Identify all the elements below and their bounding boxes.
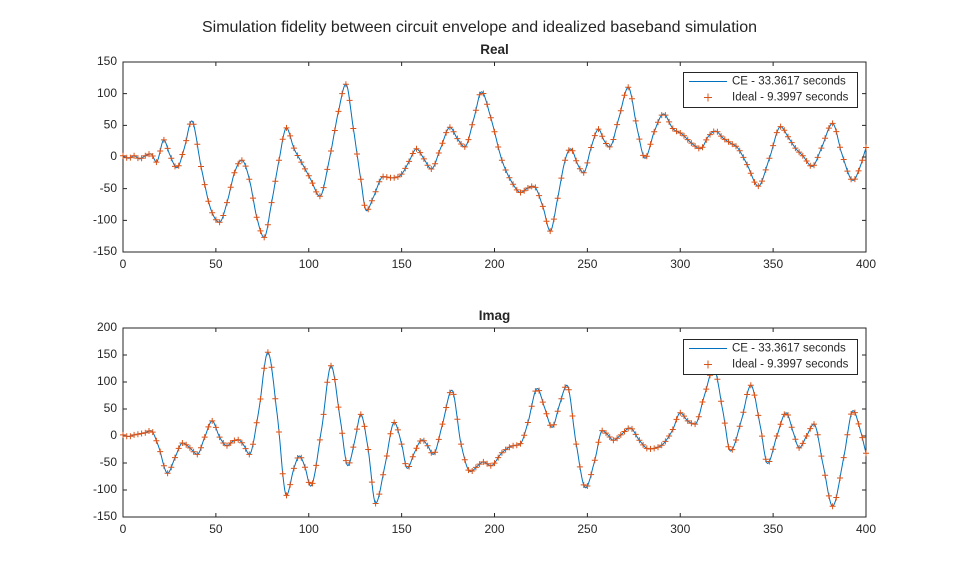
imag-x-tick-label: 400 [856, 522, 876, 536]
imag-y-tick-label: -50 [100, 455, 118, 469]
real-legend-box [683, 72, 858, 108]
imag-x-tick-label: 0 [120, 522, 127, 536]
real-x-tick-label: 300 [670, 257, 690, 271]
legend-plus-marker-sample [704, 360, 712, 369]
legend-label-ce: CE - 33.3617 seconds [732, 343, 846, 355]
imag-subplot: Imag 0 50 100 150 200 250 300 350 400 -150 -100 -50 0… [93, 308, 876, 536]
real-legend: CE - 33.3617 seconds Ideal - 9.3997 secon… [683, 72, 858, 108]
real-y-tick-label: -50 [100, 181, 118, 195]
imag-axes-box [122, 327, 867, 518]
imag-legend: CE - 33.3617 seconds Ideal - 9.3997 secon… [683, 339, 858, 375]
imag-x-tick-label: 300 [670, 522, 690, 536]
imag-y-tick-label: 0 [110, 428, 117, 442]
real-y-tick-label: 50 [104, 118, 118, 132]
real-x-tick-label: 100 [299, 257, 319, 271]
imag-y-tick-label: -150 [93, 509, 117, 523]
imag-y-tick-label: 100 [97, 374, 117, 388]
imag-ideal-markers [120, 349, 869, 510]
imag-y-tick-label: 150 [97, 347, 117, 361]
real-subplot-title: Real [480, 42, 509, 57]
real-x-tick-label: 50 [209, 257, 223, 271]
legend-label-ideal: Ideal - 9.3997 seconds [732, 92, 849, 104]
imag-y-tick-label: 50 [104, 401, 118, 415]
real-x-tick-label: 350 [763, 257, 783, 271]
imag-x-tick-label: 350 [763, 522, 783, 536]
real-y-tick-label: 100 [97, 86, 117, 100]
real-x-tick-label: 400 [856, 257, 876, 271]
real-x-tick-label: 0 [120, 257, 127, 271]
real-subplot: Real 0 50 100 150 200 250 300 350 400 -150 -100 -50 0… [93, 42, 876, 271]
imag-x-tick-label: 200 [484, 522, 504, 536]
imag-y-tick-label: 200 [97, 320, 117, 334]
real-x-tick-label: 250 [577, 257, 597, 271]
legend-label-ideal: Ideal - 9.3997 seconds [732, 359, 849, 371]
imag-legend-box [683, 339, 858, 375]
real-y-tick-label: 150 [97, 54, 117, 68]
imag-ce-line [122, 351, 867, 507]
legend-label-ce: CE - 33.3617 seconds [732, 76, 846, 88]
real-y-tick-label: 0 [110, 149, 117, 163]
real-y-tick-label: -150 [93, 244, 117, 258]
imag-x-tick-label: 250 [577, 522, 597, 536]
real-x-tick-label: 150 [392, 257, 412, 271]
real-x-tick-label: 200 [484, 257, 504, 271]
legend-plus-marker-sample [704, 93, 712, 102]
imag-x-tick-label: 100 [299, 522, 319, 536]
real-ideal-markers [120, 81, 869, 241]
figure-title: Simulation fidelity between circuit enve… [201, 19, 757, 36]
imag-x-tick-label: 150 [392, 522, 412, 536]
real-y-tick-label: -100 [93, 213, 117, 227]
imag-y-tick-label: -100 [93, 482, 117, 496]
imag-subplot-title: Imag [479, 308, 511, 323]
imag-x-tick-label: 50 [209, 522, 223, 536]
